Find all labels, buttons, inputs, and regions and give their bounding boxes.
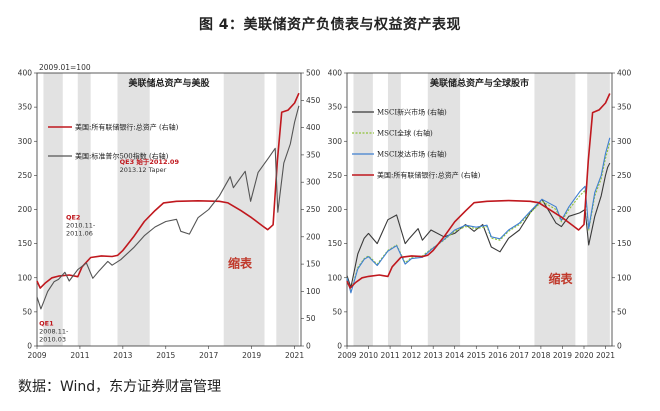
right-tick-label: 250: [617, 171, 632, 180]
legend-label-1: MSCI新兴市场 (右轴): [377, 108, 447, 117]
index-note: 2009.01=100: [39, 63, 91, 72]
right-tick-label: 350: [306, 150, 321, 159]
x-tick-label: 2019: [553, 351, 572, 360]
shaded-period-1: [353, 73, 373, 346]
annotation-2-line-1: QE2: [66, 214, 81, 222]
series-line-3: [346, 137, 611, 294]
left-tick-label: 150: [328, 239, 343, 248]
shaded-period-4: [223, 73, 265, 346]
chart-panel-2: 0 50 100 150 200 250 300 350 400 0 50 100 150 200 250 3…: [328, 69, 632, 361]
right-tick-label: 450: [306, 96, 321, 105]
chart-panel-1: 0 50 100 150 200 250 300 350 400 0 50 100 150 200 250 3…: [18, 63, 321, 360]
right-tick-label: 350: [617, 103, 632, 112]
right-tick-label: 500: [306, 69, 321, 78]
x-tick-label: 2011: [381, 351, 400, 360]
x-tick-label: 2019: [242, 351, 261, 360]
annotation-3-line-2: 2013.12 Taper: [120, 166, 167, 174]
right-tick-label: 0: [306, 342, 311, 351]
x-tick-label: 2015: [467, 351, 486, 360]
right-tick-label: 0: [617, 342, 622, 351]
figure-title: 图 4：美联储资产负债表与权益资产表现: [198, 17, 462, 33]
legend-label-2: 美国:标准普尔500指数 (右轴): [75, 152, 169, 161]
x-tick-label: 2010: [359, 351, 378, 360]
series-line-1: [36, 92, 300, 289]
left-tick-label: 250: [18, 171, 33, 180]
taper-label: 缩表: [228, 256, 253, 271]
x-tick-label: 2020: [574, 351, 593, 360]
series-line-4: [346, 93, 611, 289]
annotation-2-line-3: 2011.06: [66, 230, 93, 238]
shaded-period-2: [387, 73, 401, 346]
shaded-period-3: [117, 73, 150, 346]
x-tick-label: 2012: [402, 351, 421, 360]
legend-label-3: MSCI发达市场 (右轴): [377, 150, 447, 159]
right-tick-label: 50: [617, 307, 627, 316]
x-tick-label: 2017: [199, 351, 218, 360]
left-tick-label: 50: [332, 307, 342, 316]
legend-label-1: 美国:所有联储银行:总资产 (右轴): [75, 123, 179, 132]
taper-label: 缩表: [548, 271, 573, 286]
left-tick-label: 350: [18, 103, 33, 112]
x-tick-label: 2011: [70, 351, 89, 360]
right-tick-label: 200: [617, 205, 632, 214]
left-tick-label: 150: [18, 239, 33, 248]
left-tick-label: 350: [328, 103, 343, 112]
x-tick-label: 2014: [445, 351, 464, 360]
left-tick-label: 200: [328, 205, 343, 214]
shaded-period-1: [43, 73, 63, 346]
left-tick-label: 250: [328, 171, 343, 180]
x-tick-label: 2016: [488, 351, 507, 360]
left-tick-label: 400: [328, 69, 343, 78]
annotation-1-line-3: 2010.03: [39, 336, 66, 344]
right-tick-label: 50: [306, 314, 316, 323]
annotation-2-line-2: 2010.11-: [66, 222, 96, 230]
right-tick-label: 150: [617, 239, 632, 248]
legend-label-4: 美国:所有联储银行:总资产 (右轴): [377, 171, 481, 180]
x-tick-label: 2015: [156, 351, 175, 360]
annotation-1-line-2: 2008.11-: [39, 328, 69, 336]
right-tick-label: 300: [306, 178, 321, 187]
right-tick-label: 400: [306, 123, 321, 132]
right-tick-label: 250: [306, 205, 321, 214]
right-tick-label: 300: [617, 137, 632, 146]
series-line-2: [36, 105, 300, 310]
x-tick-label: 2021: [596, 351, 615, 360]
right-tick-label: 200: [306, 232, 321, 241]
x-tick-label: 2018: [531, 351, 550, 360]
annotation-3-line-1: QE3 始于2012.09: [120, 157, 180, 166]
legend-label-2: MSCI全球 (右轴): [377, 129, 433, 138]
right-tick-label: 100: [617, 273, 632, 282]
right-tick-label: 150: [306, 260, 321, 269]
left-tick-label: 400: [18, 69, 33, 78]
shaded-period-3: [427, 73, 461, 346]
shaded-period-2: [77, 73, 91, 346]
x-tick-label: 2021: [285, 351, 304, 360]
panel-title: 美联储总资产与美股: [128, 77, 210, 89]
series-line-1: [346, 162, 611, 288]
panel-title: 美联储总资产与全球股市: [430, 77, 529, 89]
x-tick-label: 2009: [337, 351, 356, 360]
right-tick-label: 400: [617, 69, 632, 78]
source-note: 数据：Wind，东方证券财富管理: [18, 379, 222, 395]
shaded-period-5: [276, 73, 299, 346]
x-tick-label: 2017: [510, 351, 529, 360]
x-tick-label: 2013: [113, 351, 132, 360]
left-tick-label: 300: [328, 137, 343, 146]
left-tick-label: 0: [337, 342, 342, 351]
right-tick-label: 100: [306, 287, 321, 296]
left-tick-label: 0: [27, 342, 32, 351]
annotation-1-line-1: QE1: [39, 320, 54, 328]
x-tick-label: 2013: [424, 351, 443, 360]
x-tick-label: 2009: [27, 351, 46, 360]
left-tick-label: 100: [328, 273, 343, 282]
left-tick-label: 300: [18, 137, 33, 146]
left-tick-label: 100: [18, 273, 33, 282]
left-tick-label: 50: [22, 307, 32, 316]
left-tick-label: 200: [18, 205, 33, 214]
shaded-period-5: [587, 73, 610, 346]
